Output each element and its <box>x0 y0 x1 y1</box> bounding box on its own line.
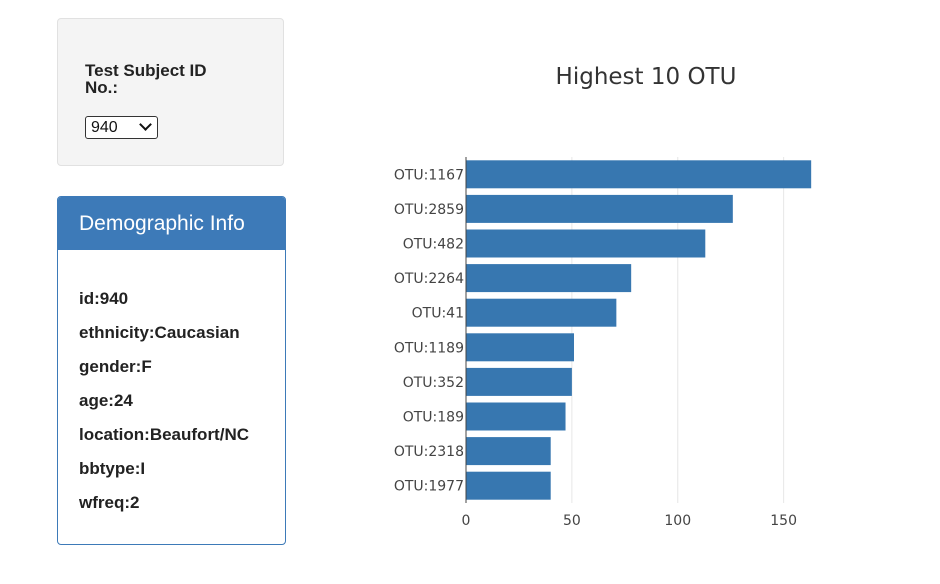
bar-otu-1189 <box>466 333 574 362</box>
y-tick-label: OTU:1167 <box>394 167 464 183</box>
x-tick-label: 100 <box>664 513 691 529</box>
y-tick-label: OTU:2264 <box>394 271 464 287</box>
demographic-id: id:940 <box>79 289 129 308</box>
bar-otu-189 <box>466 402 566 431</box>
x-tick-label: 50 <box>563 513 581 529</box>
bar-otu-1167 <box>466 160 812 189</box>
subject-selector-panel: Test Subject ID No.: 940 <box>57 18 284 166</box>
bar-otu-2859 <box>466 194 733 223</box>
bar-otu-41 <box>466 298 617 327</box>
y-tick-label: OTU:2318 <box>394 444 464 460</box>
y-tick-label: OTU:41 <box>412 306 464 322</box>
subject-id-label: Test Subject ID No.: <box>85 61 207 97</box>
demographic-info-title: Demographic Info <box>58 197 285 250</box>
demographic-info-body: id:940 ethnicity:Caucasian gender:F age:… <box>79 282 249 520</box>
x-tick-label: 0 <box>462 513 471 529</box>
subject-id-select[interactable]: 940 <box>85 116 158 139</box>
y-tick-label: OTU:1977 <box>394 479 464 495</box>
x-tick-label: 150 <box>770 513 797 529</box>
demographic-location: location:Beaufort/NC <box>79 425 249 444</box>
chart-title: Highest 10 OTU <box>555 64 737 90</box>
demographic-gender: gender:F <box>79 357 152 376</box>
y-tick-label: OTU:1189 <box>394 340 464 356</box>
subject-id-select-value: 940 <box>91 119 118 136</box>
bar-otu-1977 <box>466 471 551 500</box>
bar-otu-482 <box>466 229 706 258</box>
bar-otu-2318 <box>466 437 551 466</box>
y-tick-label: OTU:482 <box>403 237 464 253</box>
demographic-info-panel: Demographic Info id:940 ethnicity:Caucas… <box>57 196 286 545</box>
demographic-ethnicity: ethnicity:Caucasian <box>79 323 240 342</box>
y-tick-label: OTU:189 <box>403 410 464 426</box>
bar-otu-2264 <box>466 264 632 293</box>
y-tick-label: OTU:2859 <box>394 202 464 218</box>
demographic-wfreq: wfreq:2 <box>79 493 140 512</box>
demographic-age: age:24 <box>79 391 133 410</box>
y-tick-label: OTU:352 <box>403 375 464 391</box>
demographic-bbtype: bbtype:I <box>79 459 146 478</box>
bar-otu-352 <box>466 367 572 396</box>
